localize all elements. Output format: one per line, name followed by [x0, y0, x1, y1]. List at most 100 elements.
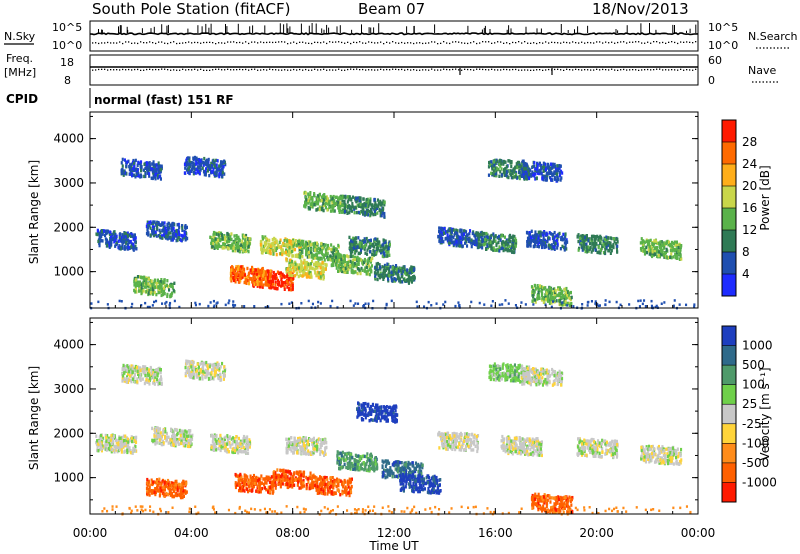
nave-point: [368, 69, 370, 71]
range-gate-cell: [503, 235, 506, 239]
nsearch-point: [602, 42, 604, 44]
range-gate-cell: [360, 266, 363, 271]
range-gate-cell: [485, 234, 488, 239]
nave-point: [386, 68, 388, 71]
range-gate-cell: [259, 273, 262, 278]
range-gate-cell: [352, 270, 355, 275]
range-gate-cell: [209, 301, 212, 304]
range-gate-cell: [199, 168, 202, 172]
range-gate-cell: [490, 160, 493, 164]
nsearch-point: [443, 41, 445, 43]
range-gate-cell: [239, 279, 242, 283]
nave-point: [308, 69, 310, 71]
nsearch-point: [146, 42, 148, 44]
range-gate-cell: [356, 257, 359, 261]
range-gate-cell: [201, 166, 204, 170]
nsearch-point: [629, 41, 631, 43]
range-gate-cell: [316, 247, 319, 252]
range-gate-cell: [188, 163, 191, 167]
range-gate-cell: [470, 238, 473, 242]
range-gate-cell: [247, 244, 250, 249]
range-gate-cell: [383, 200, 386, 204]
nsearch-point: [503, 42, 505, 44]
range-gate-cell: [151, 232, 154, 236]
range-gate-cell: [357, 251, 360, 255]
range-gate-cell: [195, 157, 198, 162]
range-gate-cell: [534, 177, 537, 181]
range-gate-cell: [183, 162, 186, 167]
range-gate-cell: [152, 220, 155, 224]
range-gate-cell: [180, 224, 183, 228]
range-gate-cell: [298, 241, 301, 245]
range-gate-cell: [253, 274, 256, 279]
range-gate-cell: [349, 251, 352, 255]
range-gate-cell: [219, 169, 222, 173]
range-gate-cell: [246, 266, 249, 271]
range-gate-cell: [266, 276, 269, 280]
range-gate-cell: [345, 209, 348, 213]
range-gate-cell: [283, 238, 286, 243]
range-gate-cell: [553, 230, 556, 235]
range-gate-cell: [556, 174, 559, 178]
range-gate-cell: [136, 275, 139, 279]
range-gate-cell: [282, 243, 285, 248]
nsearch-point: [635, 41, 637, 43]
range-gate-cell: [386, 273, 389, 277]
nsearch-point: [188, 41, 190, 43]
range-gate-cell: [234, 249, 237, 253]
range-gate-cell: [132, 237, 135, 242]
range-gate-cell: [361, 259, 364, 263]
range-gate-cell: [357, 236, 360, 240]
range-gate-cell: [513, 239, 516, 243]
range-gate-cell: [493, 163, 496, 167]
range-gate-cell: [324, 202, 327, 206]
range-gate-cell: [139, 173, 142, 177]
range-gate-cell: [484, 242, 487, 246]
range-gate-cell: [155, 292, 158, 297]
range-gate-cell: [659, 240, 662, 244]
range-gate-cell: [185, 232, 188, 236]
range-gate-cell: [447, 228, 450, 233]
range-gate-cell: [330, 243, 333, 247]
range-gate-cell: [298, 269, 301, 274]
range-gate-cell: [388, 242, 391, 247]
range-gate-cell: [642, 239, 645, 243]
range-gate-cell: [159, 230, 162, 235]
range-gate-cell: [217, 233, 220, 237]
nave-point: [587, 69, 589, 71]
range-gate-cell: [553, 247, 556, 251]
range-gate-cell: [542, 296, 545, 300]
range-gate-cell: [193, 155, 196, 160]
cpid-text: normal (fast) 151 RF: [94, 93, 234, 107]
range-gate-cell: [130, 305, 133, 309]
range-gate-cell: [320, 199, 323, 203]
range-gate-cell: [261, 274, 264, 278]
range-gate-cell: [272, 274, 275, 278]
range-gate-cell: [264, 270, 267, 274]
range-gate-cell: [210, 161, 213, 166]
range-gate-cell: [304, 196, 307, 200]
range-gate-cell: [172, 234, 175, 238]
range-gate-cell: [496, 247, 499, 252]
range-gate-cell: [195, 167, 198, 172]
nave-point: [617, 69, 619, 71]
range-gate-cell: [510, 160, 513, 164]
range-gate-cell: [615, 237, 618, 241]
range-gate-cell: [273, 286, 276, 290]
range-gate-cell: [260, 246, 263, 250]
range-gate-cell: [163, 225, 166, 229]
nave-point: [554, 68, 556, 71]
range-gate-cell: [492, 232, 495, 236]
range-gate-cell: [526, 241, 529, 245]
range-gate-cell: [650, 299, 653, 303]
range-gate-cell: [499, 235, 502, 239]
nsearch-point: [266, 41, 268, 44]
range-gate-cell: [160, 284, 163, 289]
range-gate-cell: [206, 164, 209, 168]
range-gate-cell: [520, 301, 523, 304]
range-gate-cell: [579, 238, 582, 242]
range-gate-cell: [349, 264, 352, 268]
range-gate-cell: [283, 287, 286, 291]
nave-point: [335, 69, 337, 71]
nsearch-point: [407, 42, 409, 44]
